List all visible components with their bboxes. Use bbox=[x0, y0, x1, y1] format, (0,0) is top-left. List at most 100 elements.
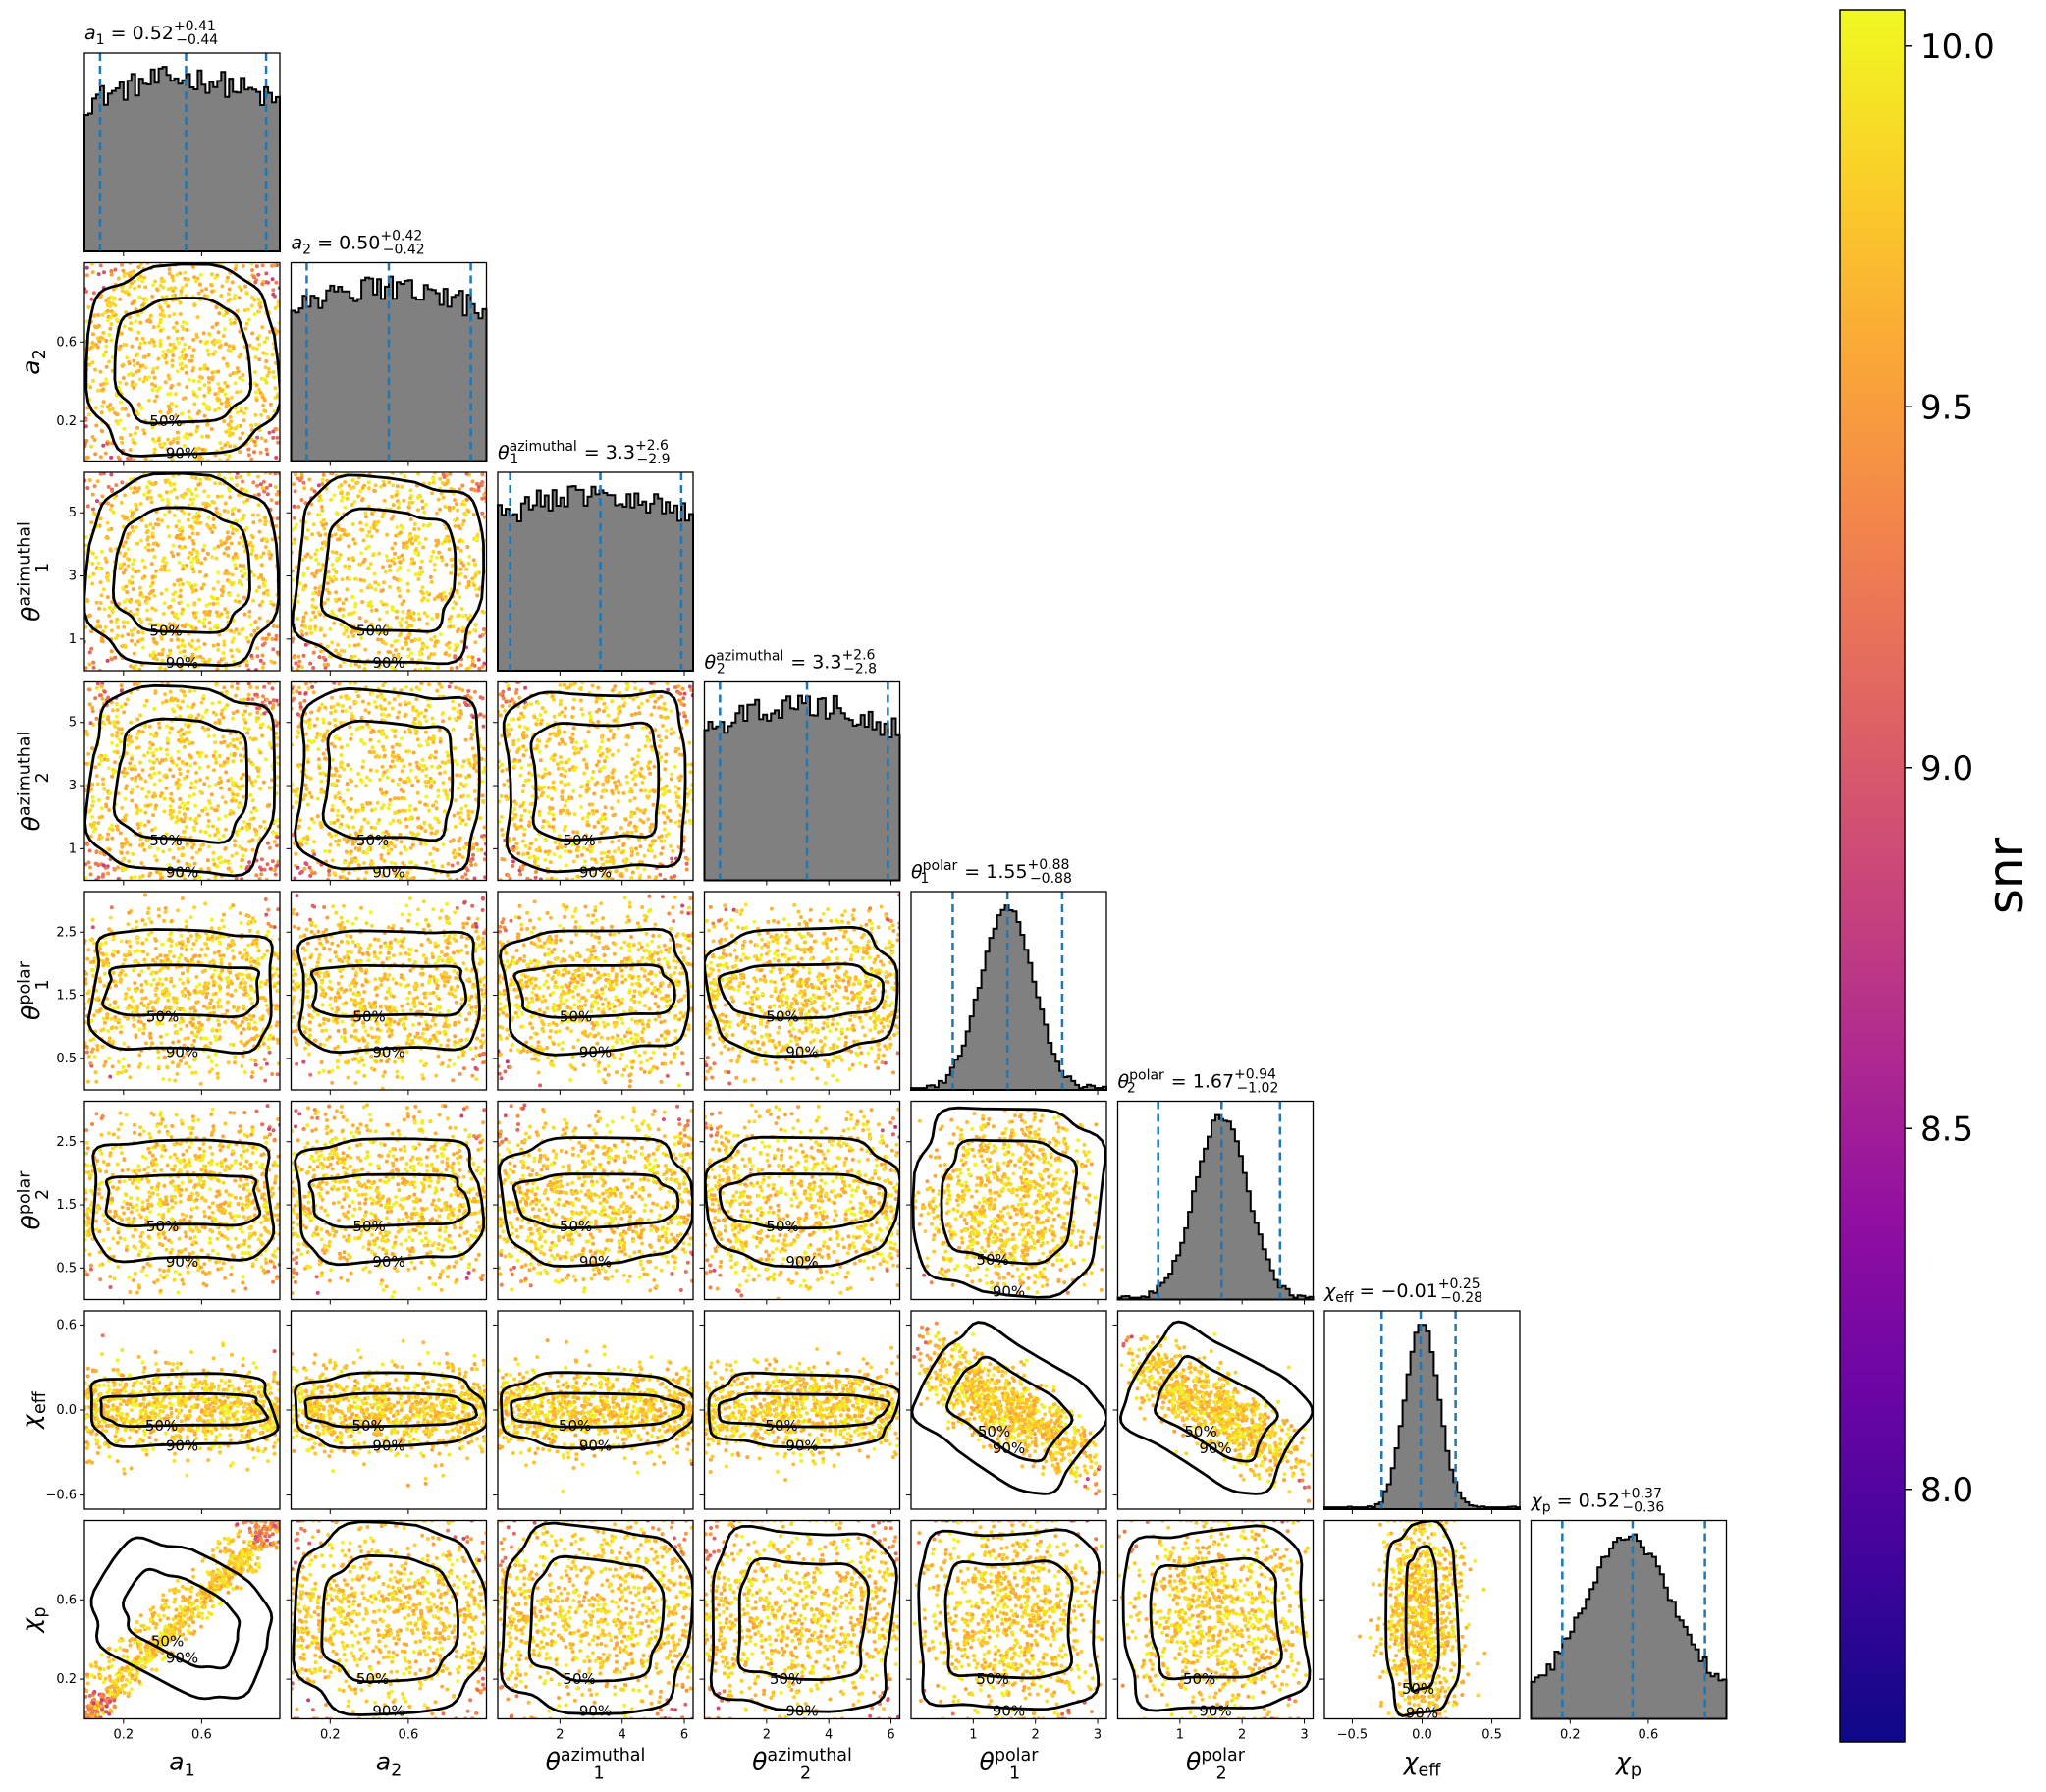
contour-label-90: 90% bbox=[579, 1253, 612, 1271]
panel-theta2_az-vs-a1: 90% 50% 1 3 5 bbox=[69, 680, 281, 886]
x-tick-label: 0.2 bbox=[320, 1728, 341, 1743]
contour-90 bbox=[296, 929, 481, 1055]
contour-90 bbox=[1121, 1524, 1312, 1712]
contour-label-50: 50% bbox=[356, 1670, 389, 1688]
x-axis-label-chi_eff: χeff bbox=[1402, 1748, 1442, 1781]
scatter-points: 90% 50% bbox=[498, 1520, 693, 1719]
axes-frame bbox=[83, 680, 281, 882]
scatter-points: 90%50% bbox=[498, 1103, 693, 1294]
contour-label-90: 90% bbox=[785, 1437, 818, 1454]
contour-50 bbox=[718, 1172, 888, 1230]
colorbar-tick-label: 10.0 bbox=[1920, 27, 1995, 67]
y-tick-label: 0.6 bbox=[56, 335, 77, 350]
contour-50 bbox=[736, 1557, 871, 1682]
axes-frame bbox=[910, 891, 1107, 1091]
contour-50 bbox=[104, 1173, 262, 1228]
contour-50 bbox=[944, 1355, 1074, 1463]
scatter-points: 90%50% bbox=[704, 1345, 900, 1483]
hist-bars bbox=[83, 66, 281, 252]
contour-90 bbox=[911, 1321, 1106, 1495]
contour-90 bbox=[294, 686, 481, 874]
panel-chi_eff-vs-theta1_pol: 90%50% bbox=[906, 1310, 1107, 1514]
contour-label-90: 90% bbox=[166, 1253, 198, 1271]
axes-frame bbox=[703, 1519, 901, 1720]
x-tick-label: 1 bbox=[1176, 1728, 1184, 1743]
y-axis-label-chi_p: χp bbox=[17, 1607, 50, 1635]
contour-label-50: 50% bbox=[352, 1218, 385, 1235]
contour-label-90: 90% bbox=[579, 1437, 612, 1454]
contour-label-90: 90% bbox=[993, 1282, 1025, 1300]
axes-frame bbox=[497, 891, 694, 1091]
panel-chi_eff-vs-a2: 90%50% bbox=[286, 1310, 488, 1514]
contour-label-90: 90% bbox=[372, 654, 404, 672]
x-tick-label: 0.2 bbox=[1560, 1728, 1581, 1743]
x-tick-label: 6 bbox=[887, 1728, 894, 1743]
x-tick-label: −0.5 bbox=[1337, 1728, 1369, 1743]
x-tick-label: 0.6 bbox=[399, 1728, 419, 1743]
y-tick-label: 0.5 bbox=[56, 1261, 77, 1276]
y-axis-label-theta2_az: θazimuthal2 bbox=[15, 732, 52, 832]
scatter-points: 90%50% bbox=[291, 1103, 487, 1299]
contour-90 bbox=[84, 472, 280, 668]
panel-theta2_az-vs-a2: 90% 50% bbox=[286, 680, 488, 886]
hist-a2: a2 = 0.50+0.42 −0.42 bbox=[290, 229, 488, 466]
scatter-points: 90%50% bbox=[291, 894, 487, 1090]
x-tick-label: 4 bbox=[619, 1728, 626, 1743]
contour-50 bbox=[717, 962, 886, 1020]
contour-label-90: 90% bbox=[579, 1702, 612, 1719]
x-tick-label: 6 bbox=[680, 1728, 688, 1743]
panel-a2-vs-a1: 90% 50% 0.2 0.6 bbox=[56, 261, 281, 466]
contour-label-90: 90% bbox=[579, 1044, 612, 1061]
axes-frame bbox=[83, 1519, 281, 1720]
contour-label-90: 90% bbox=[166, 1044, 198, 1061]
contour-90 bbox=[704, 1135, 900, 1269]
x-axis-label-theta2_pol: θpolar 2 bbox=[1186, 1746, 1246, 1783]
scatter-points: 90%50% bbox=[84, 681, 280, 881]
contour-label-90: 90% bbox=[785, 1253, 818, 1271]
panel-theta1_az-vs-a1: 90% 50% 1 3 5 bbox=[69, 471, 281, 676]
panel-chi_p-vs-a1: 90%50% 0.2 0.6 0.2 0.6 bbox=[56, 1519, 281, 1743]
contour-label-90: 90% bbox=[166, 1437, 198, 1454]
scatter-points: 90%50% bbox=[911, 1106, 1106, 1300]
panel-chi_p-vs-theta2_pol: 90% 50% 1 2 3 bbox=[1112, 1519, 1315, 1743]
contour-90 bbox=[498, 1136, 693, 1268]
contour-90 bbox=[1118, 1320, 1314, 1495]
x-tick-label: 0.6 bbox=[191, 1728, 212, 1743]
contour-90 bbox=[291, 473, 486, 666]
contour-label-90: 90% bbox=[166, 654, 198, 672]
contour-label-50: 50% bbox=[563, 1670, 595, 1688]
contour-label-50: 50% bbox=[149, 412, 182, 430]
hist-bars bbox=[1530, 1533, 1728, 1720]
hist-bars bbox=[703, 694, 901, 882]
contour-label-50: 50% bbox=[145, 1417, 178, 1435]
y-tick-label: 1 bbox=[69, 632, 77, 647]
axes-frame bbox=[290, 261, 488, 462]
x-axis-label-theta1_pol: θpolar 1 bbox=[980, 1746, 1040, 1783]
contour-50 bbox=[319, 507, 458, 633]
contour-90 bbox=[294, 1371, 487, 1450]
scatter-points: 90%50% bbox=[84, 1333, 280, 1478]
y-tick-label: 2.5 bbox=[56, 925, 77, 940]
x-tick-label: 2 bbox=[763, 1728, 771, 1743]
scatter-points: 90%50% bbox=[291, 1338, 487, 1488]
axes-frame bbox=[1530, 1519, 1728, 1720]
contour-90 bbox=[89, 1536, 274, 1701]
y-axis-label-chi_eff: χeff bbox=[17, 1390, 50, 1431]
contour-label-50: 50% bbox=[356, 623, 389, 640]
contour-label-50: 50% bbox=[766, 1218, 798, 1235]
axes-frame bbox=[290, 1100, 488, 1301]
contour-90 bbox=[502, 689, 687, 874]
colorbar-label: snr bbox=[1977, 837, 2034, 914]
axes-frame bbox=[83, 471, 281, 672]
y-axis-label-theta1_az: θazimuthal1 bbox=[15, 521, 52, 622]
contour-label-50: 50% bbox=[151, 1632, 184, 1650]
contour-label-90: 90% bbox=[372, 1044, 404, 1061]
contour-50 bbox=[527, 1554, 666, 1683]
hist-title: a1 = 0.52+0.41 −0.44 bbox=[84, 19, 218, 48]
contour-90 bbox=[84, 262, 280, 458]
hist-theta1_az: θazimuthal 1 = 3.3+2.6 −2.9 bbox=[497, 438, 694, 676]
y-tick-label: 3 bbox=[69, 570, 77, 584]
contour-50 bbox=[303, 1391, 479, 1429]
scatter-points: 90%50% bbox=[704, 893, 900, 1086]
x-tick-label: 2 bbox=[556, 1728, 564, 1743]
